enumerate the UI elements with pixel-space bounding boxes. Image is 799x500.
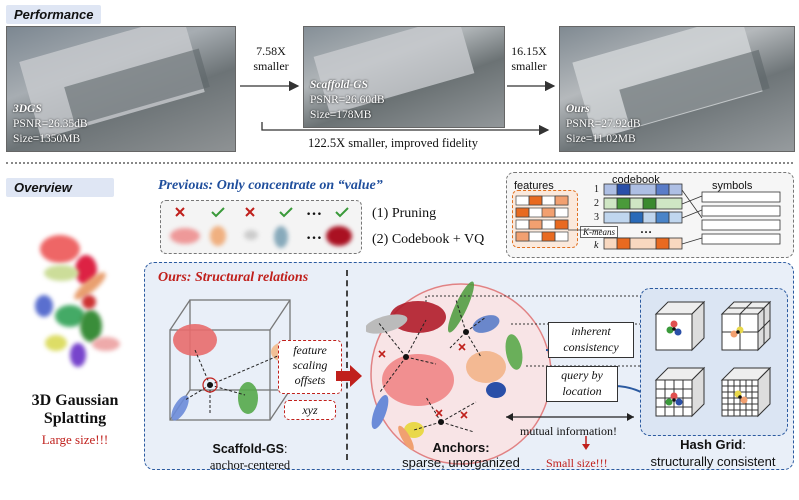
gaussian-gray bbox=[244, 230, 258, 240]
cube-fine bbox=[654, 366, 706, 418]
psnr-value: PSNR=27.92dB bbox=[566, 118, 641, 130]
cross-mark bbox=[175, 207, 185, 217]
feature-rows bbox=[515, 195, 569, 242]
inherent-line1: inherent bbox=[571, 324, 611, 338]
arrow-overall bbox=[261, 122, 550, 136]
gaussian-darkred bbox=[326, 226, 352, 246]
psnr-value: PSNR=26.60dB bbox=[310, 94, 385, 106]
ours-divider bbox=[346, 270, 348, 460]
row-label-1: 1 bbox=[594, 184, 599, 195]
xyz-box: xyz bbox=[284, 400, 336, 420]
cube-medium bbox=[720, 300, 772, 352]
attr-scaling: scaling bbox=[292, 358, 328, 372]
pruning-ellipsis-bottom: … bbox=[306, 226, 322, 243]
pruning-item: (1) Pruning bbox=[372, 206, 437, 221]
size-value: Size=1350MB bbox=[13, 133, 81, 145]
codebook-rows bbox=[603, 183, 683, 250]
query-location-box: query by location bbox=[546, 366, 618, 402]
anchors-sub: sparse, unorganized bbox=[402, 455, 520, 470]
codebook-grids bbox=[515, 183, 781, 250]
overview-tag: Overview bbox=[6, 178, 114, 197]
gaussian-orange bbox=[210, 226, 226, 246]
method-name: 3DGS bbox=[13, 103, 42, 115]
gs-title-block: 3D Gaussian Splatting Large size!!! bbox=[0, 392, 150, 448]
gaussian-blobs bbox=[30, 225, 130, 385]
anchors-diagram bbox=[366, 281, 667, 465]
attribute-box: feature scaling offsets bbox=[278, 340, 342, 394]
gaussian-blue bbox=[274, 226, 288, 248]
ratio-word: smaller bbox=[511, 59, 547, 73]
row-label-3: 3 bbox=[594, 212, 599, 223]
ratio-value: 7.58X bbox=[256, 44, 286, 58]
codebook-item: (2) Codebook + VQ bbox=[372, 232, 485, 247]
row-label-2: 2 bbox=[594, 198, 599, 209]
query-line2: location bbox=[562, 384, 602, 398]
gs-title-line2: Splatting bbox=[43, 410, 107, 427]
size-value: Size=178MB bbox=[310, 109, 372, 121]
mutual-info-label: mutual information! bbox=[520, 424, 617, 438]
pruning-box bbox=[160, 200, 362, 254]
hash-title: Hash Grid bbox=[680, 437, 743, 452]
anchors-caption: Anchors: sparse, unorganized bbox=[366, 440, 556, 470]
scaffold-title: Scaffold-GS bbox=[212, 442, 285, 456]
symbols-label: symbols bbox=[712, 180, 753, 192]
codebook-label: codebook bbox=[612, 174, 660, 186]
render-scaffold-gs: Scaffold-GS PSNR=26.60dB Size=178MB bbox=[303, 26, 505, 128]
cube-finest bbox=[720, 366, 772, 418]
inherent-consistency-box: inherent consistency bbox=[548, 322, 634, 358]
row-label-k: k bbox=[594, 240, 599, 251]
ratio-label-2: 16.15X smaller bbox=[500, 44, 558, 74]
render-ours: Ours PSNR=27.92dB Size=11.02MB bbox=[559, 26, 795, 152]
cross-mark bbox=[245, 207, 255, 217]
check-mark bbox=[279, 207, 293, 218]
hash-sub: structurally consistent bbox=[650, 454, 776, 469]
check-mark bbox=[335, 207, 349, 218]
gs-title-line1: 3D Gaussian bbox=[31, 392, 119, 409]
pruning-ellipsis-top: … bbox=[306, 202, 322, 219]
symbol-rows bbox=[701, 191, 781, 245]
codebook-dots: … bbox=[640, 222, 652, 236]
caption-3dgs: 3DGS PSNR=26.35dB Size=1350MB bbox=[13, 102, 88, 147]
method-name: Ours bbox=[566, 103, 590, 115]
check-mark bbox=[211, 207, 225, 218]
small-size-label: Small size!!! bbox=[546, 456, 608, 470]
features-label: features bbox=[514, 180, 554, 192]
performance-tag: Performance bbox=[6, 5, 102, 24]
ratio-label-1: 7.58X smaller bbox=[242, 44, 300, 74]
gaussian-red bbox=[170, 228, 200, 244]
size-value: Size=11.02MB bbox=[566, 133, 636, 145]
inherent-line2: consistency bbox=[563, 340, 619, 354]
performance-arrows bbox=[240, 80, 556, 136]
render-3dgs: 3DGS PSNR=26.35dB Size=1350MB bbox=[6, 26, 236, 152]
pruning-marks bbox=[175, 207, 349, 218]
hash-grid-cubes bbox=[654, 300, 772, 418]
ratio-value: 16.15X bbox=[511, 44, 547, 58]
query-line1: query by bbox=[561, 368, 603, 382]
scaffold-caption: Scaffold-GS: anchor-centered bbox=[180, 440, 320, 473]
scaffold-sub: anchor-centered bbox=[209, 458, 291, 472]
symbol-arrows bbox=[681, 189, 703, 245]
anchors-title: Anchors: bbox=[432, 440, 490, 455]
anchor-points bbox=[665, 320, 748, 406]
hash-caption: Hash Grid: structurally consistent bbox=[630, 436, 796, 469]
gs-warning: Large size!!! bbox=[41, 432, 109, 447]
ratio-word: smaller bbox=[253, 59, 289, 73]
previous-title: Previous: Only concentrate on “value” bbox=[158, 178, 383, 193]
section-separator bbox=[6, 162, 793, 164]
attr-feature: feature bbox=[293, 343, 327, 357]
cube-coarse bbox=[654, 300, 706, 352]
red-arrow-icon bbox=[336, 365, 362, 387]
overall-reduction-label: 122.5X smaller, improved fidelity bbox=[308, 136, 478, 150]
caption-scaffold: Scaffold-GS PSNR=26.60dB Size=178MB bbox=[310, 78, 385, 123]
psnr-value: PSNR=26.35dB bbox=[13, 118, 88, 130]
method-name: Scaffold-GS bbox=[310, 79, 368, 91]
kmeans-label: K-means bbox=[580, 226, 618, 238]
scaffold-cube-diagram bbox=[169, 299, 299, 421]
ours-title: Ours: Structural relations bbox=[158, 270, 309, 285]
caption-ours: Ours PSNR=27.92dB Size=11.02MB bbox=[566, 102, 641, 147]
attr-offsets: offsets bbox=[294, 373, 326, 387]
